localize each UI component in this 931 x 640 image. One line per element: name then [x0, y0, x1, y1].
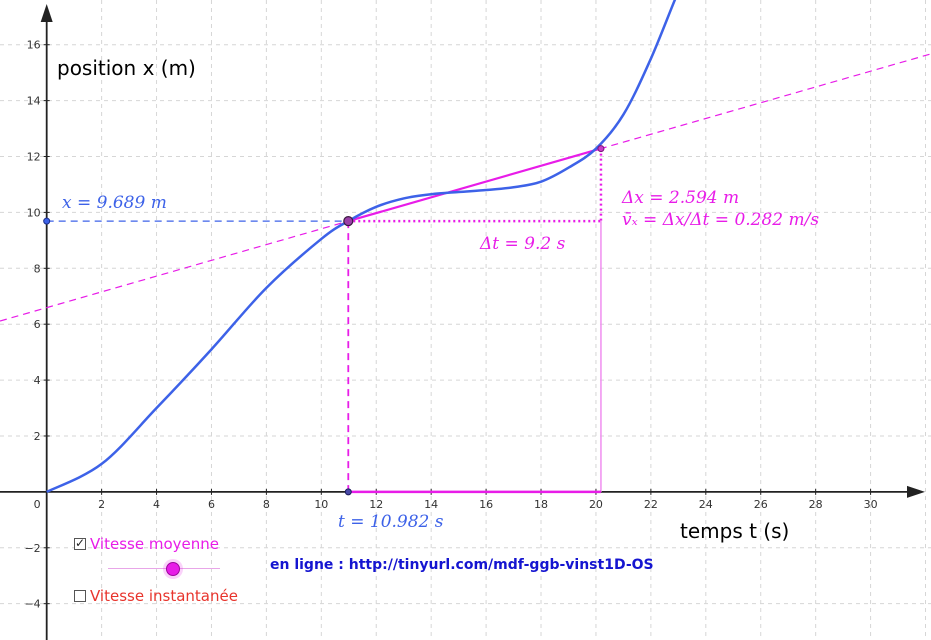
x-tick-label: 24: [699, 498, 713, 511]
y-tick-label: 16: [27, 39, 41, 52]
x-tick-label: 8: [263, 498, 270, 511]
y-tick-label: 6: [34, 318, 41, 331]
y-axis-title: position x (m): [57, 56, 196, 80]
y-tick-label: −4: [24, 598, 40, 611]
y-tick-label: 2: [34, 430, 41, 443]
points[interactable]: [43, 145, 605, 496]
average-velocity-label: v̄ₓ = Δx/Δt = 0.282 m/s: [622, 210, 819, 230]
y-tick-label: 4: [34, 374, 41, 387]
x-tick-label: 22: [644, 498, 658, 511]
x-tick-label: 6: [208, 498, 215, 511]
x-tick-label: 10: [314, 498, 328, 511]
y-tick-label: −2: [24, 542, 40, 555]
point-current[interactable]: [343, 215, 354, 227]
vitesse-instantanee-label: Vitesse instantanée: [90, 587, 238, 605]
delta-t-label: Δt = 9.2 s: [479, 234, 566, 254]
x-tick-labels: 2 4 6 8 10 12 14 16 18 20 22 24 26 28 300: [34, 488, 878, 511]
vitesse-moyenne-checkbox[interactable]: [74, 536, 86, 550]
slider-track: [108, 568, 220, 569]
secant-construction: [0, 53, 931, 494]
slider-knob[interactable]: [163, 559, 183, 579]
x-tick-label: 2: [98, 498, 105, 511]
x-tick-label: 12: [369, 498, 383, 511]
checkbox-row-vitesse-instantanee[interactable]: Vitesse instantanée: [74, 587, 238, 605]
x-tick-label: 26: [754, 498, 768, 511]
delta-x-label: Δx = 2.594 m: [621, 188, 739, 208]
x-tick-label: 18: [534, 498, 548, 511]
point-x-axis-projection[interactable]: [43, 217, 51, 225]
y-tick-labels: −4 −2 2 4 6 8 10 12 14 16: [24, 39, 50, 611]
x-tick-label: 20: [589, 498, 603, 511]
origin-label: 0: [34, 498, 41, 511]
y-tick-label: 14: [27, 95, 41, 108]
vitesse-moyenne-label: Vitesse moyenne: [90, 535, 219, 553]
point-second[interactable]: [597, 145, 605, 153]
point-t-axis-projection[interactable]: [344, 488, 352, 496]
x-axis-title: temps t (s): [680, 519, 789, 543]
x-tick-label: 14: [424, 498, 438, 511]
x-tick-label: 30: [864, 498, 878, 511]
x-tick-label: 28: [809, 498, 823, 511]
y-tick-label: 8: [34, 262, 41, 275]
y-axis-arrow: [40, 4, 53, 22]
position-curve: [46, 0, 677, 493]
y-tick-label: 10: [27, 206, 41, 219]
y-tick-label: 12: [27, 151, 41, 164]
t-value-label: t = 10.982 s: [338, 512, 444, 532]
secant-segment: [347, 147, 602, 223]
x-tick-label: 16: [479, 498, 493, 511]
x-axis-arrow: [907, 485, 925, 498]
delta-t-slider[interactable]: [108, 559, 220, 579]
vitesse-instantanee-checkbox[interactable]: [74, 590, 86, 602]
checkbox-row-vitesse-moyenne[interactable]: Vitesse moyenne: [74, 535, 219, 553]
x-value-label: x = 9.689 m: [62, 193, 167, 213]
x-tick-label: 4: [153, 498, 160, 511]
online-link[interactable]: en ligne : http://tinyurl.com/mdf-ggb-vi…: [270, 557, 654, 573]
